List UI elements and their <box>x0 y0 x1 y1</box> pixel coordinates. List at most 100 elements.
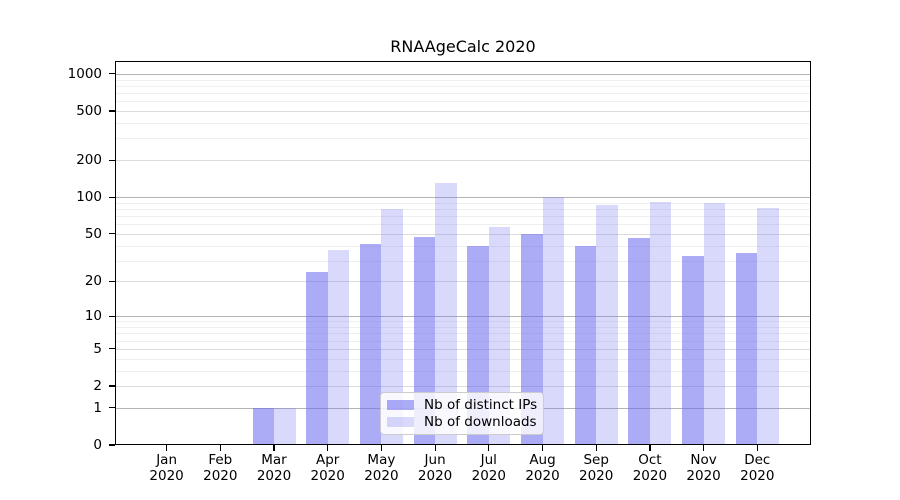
x-label-year: 2020 <box>310 468 345 484</box>
x-tick-label-mar: Mar 2020 <box>234 452 314 484</box>
gridline-700 <box>115 93 811 94</box>
gridline-20 <box>115 281 811 283</box>
gridline-7 <box>115 333 811 335</box>
legend-item-distinct-ips: Nb of distinct IPs <box>387 397 537 413</box>
y-tick-label-100: 100 <box>76 189 102 206</box>
x-label-month: Jan <box>156 452 177 468</box>
x-tick-nov <box>703 445 705 451</box>
bar-downloads-may <box>381 208 403 445</box>
bar-downloads-jul <box>488 226 511 445</box>
x-tick-sep <box>595 445 597 451</box>
x-label-month: Jul <box>480 452 497 468</box>
x-tick-jan <box>166 445 168 451</box>
bar-downloads-apr <box>327 249 350 445</box>
y-tick-1 <box>109 407 115 409</box>
bar-downloads-nov <box>703 203 726 445</box>
bar-distinct-ips-dec <box>735 252 758 445</box>
x-tick-label-sep: Sep 2020 <box>556 452 636 484</box>
x-tick-label-jan: Jan 2020 <box>127 452 207 484</box>
y-tick-label-5: 5 <box>93 340 102 357</box>
y-tick-label-10: 10 <box>84 308 102 325</box>
bar-distinct-ips-nov <box>682 255 704 445</box>
x-tick-label-may: May 2020 <box>341 452 421 484</box>
x-tick-label-jun: Jun 2020 <box>395 452 475 484</box>
gridline-30 <box>115 260 811 262</box>
x-label-year: 2020 <box>632 468 668 484</box>
gridline-60 <box>115 224 811 226</box>
legend-label-distinct-ips: Nb of distinct IPs <box>424 396 538 413</box>
y-tick-10 <box>109 315 115 317</box>
x-tick-apr <box>327 445 329 451</box>
gridline-10 <box>115 316 811 318</box>
x-label-year: 2020 <box>579 468 614 484</box>
x-label-year: 2020 <box>525 468 560 484</box>
gridline-8 <box>115 327 811 328</box>
gridline-400 <box>115 123 811 124</box>
gridline-600 <box>115 101 811 103</box>
gridline-900 <box>115 79 811 81</box>
x-label-month: Mar <box>261 452 287 468</box>
x-label-year: 2020 <box>740 468 775 484</box>
x-label-year: 2020 <box>364 468 399 484</box>
gridline-500 <box>115 111 811 112</box>
y-tick-500 <box>109 110 115 112</box>
x-tick-label-jul: Jul 2020 <box>449 452 529 484</box>
x-label-month: May <box>367 452 396 468</box>
gridline-100 <box>115 197 811 199</box>
legend-swatch-downloads <box>387 417 414 428</box>
x-label-month: Oct <box>638 452 662 468</box>
x-label-month: Feb <box>208 452 233 468</box>
x-tick-jul <box>488 445 490 451</box>
x-tick-label-feb: Feb 2020 <box>180 452 260 484</box>
bar-distinct-ips-apr <box>306 272 328 445</box>
gridline-4 <box>115 358 811 360</box>
y-tick-label-20: 20 <box>84 273 102 290</box>
x-label-year: 2020 <box>203 468 238 484</box>
bar-downloads-oct <box>649 201 672 445</box>
gridline-5 <box>115 348 811 350</box>
gridline-6 <box>115 340 811 342</box>
x-label-month: Sep <box>583 452 609 468</box>
x-label-year: 2020 <box>417 468 453 484</box>
bar-downloads-mar <box>274 407 296 445</box>
legend-label-downloads: Nb of downloads <box>424 414 537 431</box>
x-tick-label-nov: Nov 2020 <box>664 452 744 484</box>
y-tick-label-200: 200 <box>76 152 102 169</box>
bar-downloads-dec <box>757 208 779 445</box>
y-tick-50 <box>109 233 115 235</box>
x-tick-label-apr: Apr 2020 <box>288 452 368 484</box>
x-label-year: 2020 <box>686 468 721 484</box>
gridline-2 <box>115 386 811 387</box>
x-tick-oct <box>649 445 651 451</box>
legend: Nb of distinct IPs Nb of downloads <box>380 392 544 435</box>
x-tick-aug <box>541 445 544 451</box>
y-tick-label-0: 0 <box>93 437 102 453</box>
x-tick-label-oct: Oct 2020 <box>610 452 690 484</box>
gridline-9 <box>115 321 811 323</box>
gridline-300 <box>115 138 811 140</box>
bar-downloads-aug <box>542 197 564 445</box>
plot-area <box>115 61 811 445</box>
x-label-month: Dec <box>744 452 771 468</box>
y-tick-200 <box>109 159 115 161</box>
gridline-50 <box>115 233 811 235</box>
gridline-200 <box>115 160 811 162</box>
x-tick-may <box>380 445 383 451</box>
y-tick-label-2: 2 <box>93 378 102 394</box>
x-label-month: Apr <box>316 452 340 468</box>
y-tick-label-50: 50 <box>84 225 102 242</box>
y-tick-20 <box>109 280 115 283</box>
x-tick-label-dec: Dec 2020 <box>717 452 797 484</box>
y-tick-2 <box>109 385 115 387</box>
bar-downloads-sep <box>596 205 618 445</box>
y-tick-0 <box>109 444 115 446</box>
bar-distinct-ips-mar <box>252 407 274 445</box>
legend-swatch-distinct-ips <box>387 399 414 410</box>
x-label-year: 2020 <box>471 468 506 484</box>
x-label-month: Aug <box>529 452 556 468</box>
y-tick-label-1: 1 <box>93 399 102 416</box>
bar-downloads-jun <box>435 182 457 445</box>
chart-title: RNAAgeCalc 2020 <box>390 37 536 56</box>
gridline-800 <box>115 85 811 87</box>
